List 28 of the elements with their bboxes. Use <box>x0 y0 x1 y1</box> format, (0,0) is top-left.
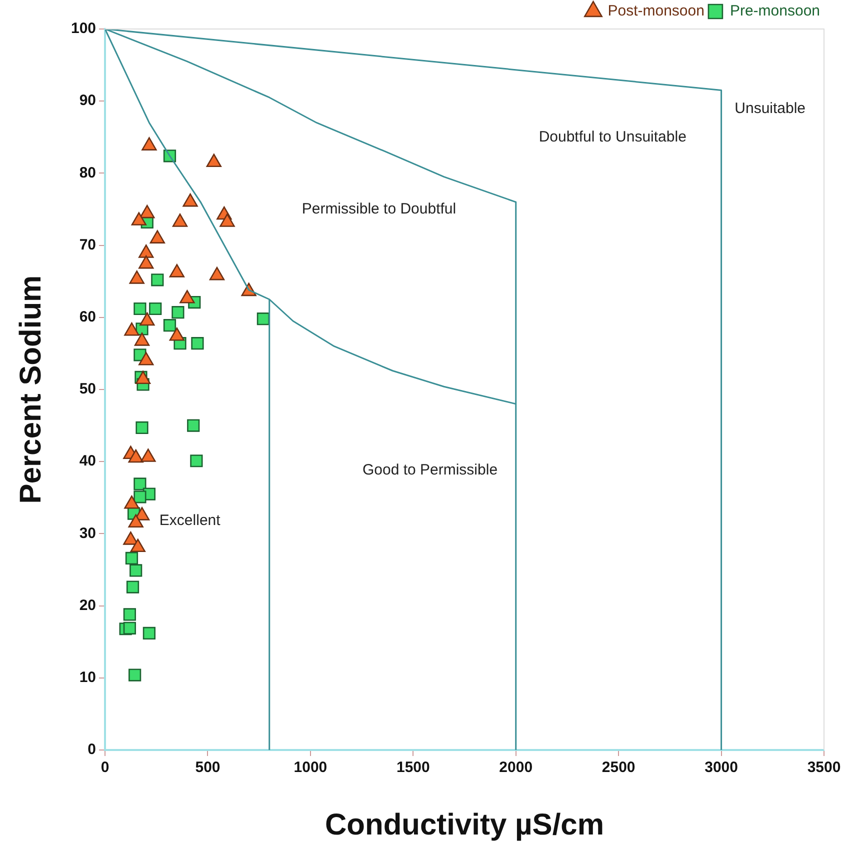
x-tick-label: 0 <box>100 759 110 776</box>
x-tick-label: 1500 <box>396 759 430 776</box>
x-tick-label: 2000 <box>499 759 533 776</box>
y-tick-label: 20 <box>79 596 96 614</box>
annotation: Doubtful to Unsuitable <box>538 128 686 146</box>
y-tick-label: 30 <box>79 524 96 542</box>
y-tick-label: 100 <box>70 20 96 38</box>
y-tick-label: 80 <box>79 164 96 182</box>
y-tick-label: 90 <box>79 92 96 110</box>
legend-label: Pre-monsoon <box>730 2 820 20</box>
y-tick-label: 40 <box>79 452 96 470</box>
annotation: Permissible to Doubtful <box>302 200 456 218</box>
legend-label: Post-monsoon <box>608 2 704 20</box>
y-tick-label: 10 <box>79 669 96 686</box>
x-tick-label: 3500 <box>807 759 841 776</box>
annotation: Good to Permissible <box>362 461 498 478</box>
y-tick-label: 60 <box>79 308 96 326</box>
y-tick-label: 0 <box>88 741 96 758</box>
x-tick-label: 3000 <box>704 759 738 776</box>
y-tick-label: 50 <box>79 380 96 398</box>
y-axis-title: Percent Sodium <box>14 275 48 504</box>
x-tick-label: 2500 <box>602 759 636 776</box>
x-tick-label: 500 <box>195 759 220 776</box>
x-axis-title: Conductivity µS/cm <box>325 808 604 842</box>
annotation: Excellent <box>159 512 222 529</box>
y-tick-label: 70 <box>79 236 96 254</box>
annotation: Unsuitable <box>734 100 806 118</box>
x-tick-label: 1000 <box>294 759 328 776</box>
